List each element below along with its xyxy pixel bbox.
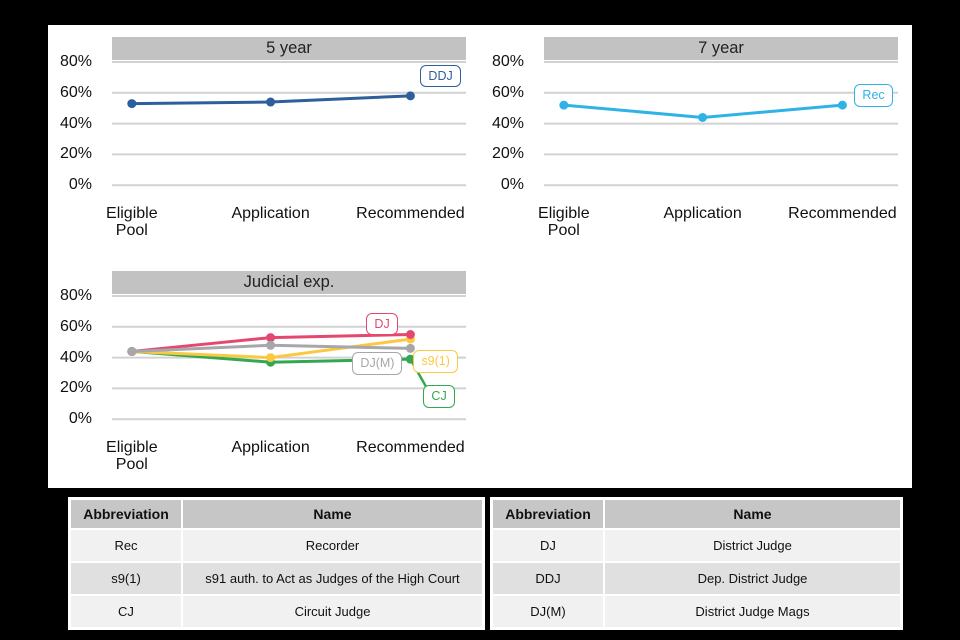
y-axis-tick-label: 0% [500, 176, 524, 194]
legend-table-left: Abbreviation Name Rec Recorder s9(1) s91 auth… [68, 497, 485, 630]
table-cell: DJ [493, 530, 603, 561]
chart-7-year: 7 year 80% 60% 40% 20% 0% Eligible Pool Applic… [480, 25, 912, 259]
y-axis-tick-label: 80% [59, 53, 92, 70]
data-point-DDJ [266, 97, 276, 107]
table-cell: DDJ [493, 563, 603, 594]
data-point-DJ(M) [405, 343, 415, 353]
y-axis-tick-label: 0% [68, 410, 92, 428]
y-axis-tick-label: 60% [59, 83, 92, 101]
plot-area [544, 61, 898, 187]
plot-area [112, 295, 466, 421]
x-category-label: Eligible Pool [538, 205, 590, 239]
data-point-DJ(M) [266, 340, 276, 350]
x-category-label: Application [231, 205, 310, 222]
table-header-cell: Name [183, 500, 482, 528]
data-point-DJ [405, 330, 415, 339]
y-axis-tick-label: 20% [491, 145, 524, 163]
chart-5-year: 5 year 80% 60% 40% 20% 0% Eligible Pool Applic… [48, 25, 480, 259]
data-point-Rec [698, 112, 708, 122]
legend-table-right: Abbreviation Name DJ District Judge DDJ Dep. … [490, 497, 903, 630]
series-label-Rec: Rec [854, 84, 893, 107]
y-axis-tick-label: 80% [59, 287, 92, 304]
x-category-label: Recommended [356, 439, 465, 456]
table-header-cell: Abbreviation [493, 500, 603, 528]
x-category-label: Recommended [788, 205, 897, 222]
chart-title-7-year: 7 year [544, 37, 898, 60]
table-cell: s91 auth. to Act as Judges of the High C… [183, 563, 482, 594]
table-cell: Recorder [183, 530, 482, 561]
table-header-cell: Name [605, 500, 900, 528]
x-category-label: Application [231, 439, 310, 456]
y-axis-tick-label: 60% [59, 317, 92, 335]
y-axis-tick-label: 80% [491, 53, 524, 70]
data-point-Rec [559, 100, 569, 110]
table-cell: Dep. District Judge [605, 563, 900, 594]
table-cell: Rec [71, 530, 181, 561]
y-axis-tick-label: 40% [59, 348, 92, 366]
y-axis-tick-label: 20% [59, 145, 92, 163]
table-header-cell: Abbreviation [71, 500, 181, 528]
series-label-s9(1): s9(1) [413, 350, 458, 373]
chart-title-judicial-exp: Judicial exp. [112, 271, 466, 294]
data-point-DJ(M) [127, 346, 137, 356]
y-axis-tick-label: 60% [491, 83, 524, 101]
data-point-DDJ [127, 99, 137, 109]
data-point-DJ [266, 333, 276, 343]
y-axis-tick-label: 40% [491, 114, 524, 132]
table-cell: DJ(M) [493, 596, 603, 627]
data-point-Rec [837, 100, 847, 110]
y-axis-tick-label: 40% [59, 114, 92, 132]
y-axis-tick-label: 0% [68, 176, 92, 194]
data-point-CJ [405, 354, 415, 364]
x-category-label: Eligible Pool [106, 205, 158, 239]
table-cell: s9(1) [71, 563, 181, 594]
table-cell: CJ [71, 596, 181, 627]
table-cell: District Judge [605, 530, 900, 561]
series-label-DJ(M): DJ(M) [352, 352, 403, 375]
x-category-label: Application [663, 205, 742, 222]
series-label-DDJ: DDJ [420, 64, 461, 88]
x-category-label: Eligible Pool [106, 439, 158, 473]
data-point-DDJ [405, 91, 415, 101]
series-label-DJ: DJ [366, 312, 398, 335]
x-category-label: Recommended [356, 205, 465, 222]
table-cell: Circuit Judge [183, 596, 482, 627]
charts-panel: 5 year 80% 60% 40% 20% 0% Eligible Pool Applic… [48, 25, 912, 488]
label-leader-line-CJ [409, 358, 429, 390]
data-point-s9(1) [266, 353, 276, 363]
plot-area [112, 61, 466, 187]
series-label-CJ: CJ [423, 385, 455, 408]
chart-judicial-exp: Judicial exp. 80% 60% 40% 20% 0% Eligible Poo… [48, 259, 480, 493]
chart-title-5-year: 5 year [112, 37, 466, 60]
table-cell: District Judge Mags [605, 596, 900, 627]
y-axis-tick-label: 20% [59, 379, 92, 397]
